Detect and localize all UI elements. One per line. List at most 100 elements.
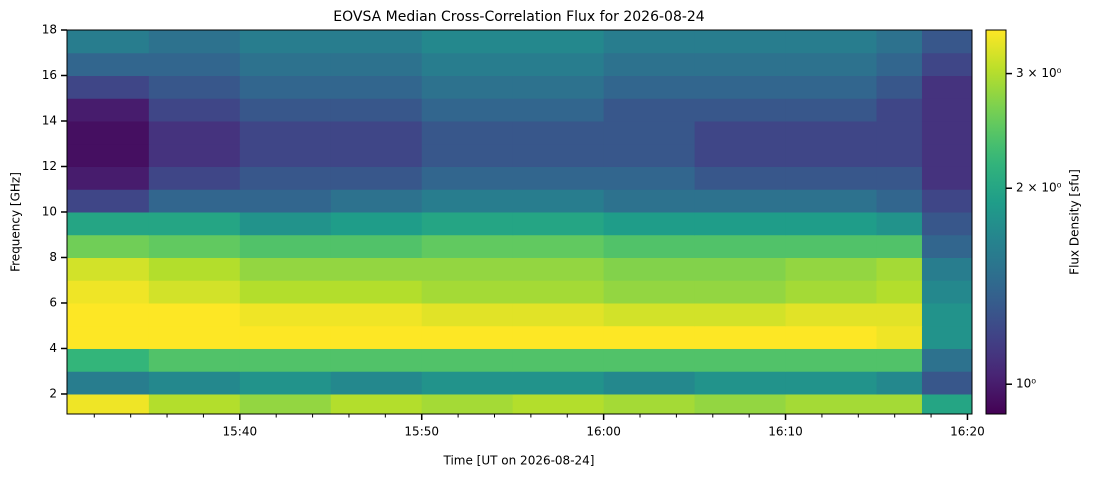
heatmap-cell — [603, 280, 696, 304]
heatmap-cell — [785, 325, 877, 349]
heatmap-cell — [239, 257, 332, 281]
y-tick-label: 12 — [42, 159, 57, 173]
x-tick-label: 16:10 — [768, 425, 803, 439]
heatmap-cell — [239, 393, 332, 415]
heatmap-cell — [603, 189, 696, 213]
x-tick-label: 15:50 — [404, 425, 439, 439]
heatmap-cell — [876, 211, 923, 236]
heatmap-cell — [603, 257, 696, 281]
heatmap-cell — [694, 120, 787, 145]
heatmap-cell — [603, 302, 696, 327]
colorbar-tick-label: 10⁰ — [1016, 377, 1036, 391]
colorbar-tick-label: 3 × 10⁰ — [1016, 66, 1062, 80]
heatmap-cell — [603, 52, 696, 76]
heatmap-cell — [785, 120, 877, 145]
heatmap-cell — [239, 280, 332, 304]
heatmap-cell — [512, 280, 605, 304]
heatmap-cell — [921, 257, 973, 281]
heatmap-cell — [148, 257, 241, 281]
heatmap-cell — [239, 98, 332, 122]
heatmap-cell — [921, 302, 973, 327]
heatmap-cell — [694, 98, 787, 122]
heatmap-cell — [694, 52, 787, 76]
heatmap-cell — [921, 325, 973, 349]
heatmap-cell — [239, 211, 332, 236]
heatmap-cell — [239, 166, 332, 190]
heatmap-cell — [921, 348, 973, 372]
heatmap-cell — [694, 189, 787, 213]
heatmap-cell — [330, 371, 423, 395]
heatmap-cell — [694, 302, 787, 327]
heatmap-cell — [148, 30, 241, 54]
heatmap-cell — [785, 302, 877, 327]
heatmap-cell — [603, 234, 696, 258]
heatmap-cell — [512, 189, 605, 213]
heatmap-cell — [67, 52, 150, 76]
heatmap-cell — [876, 348, 923, 372]
heatmap-cell — [785, 211, 877, 236]
heatmap-cell — [876, 120, 923, 145]
heatmap-cell — [67, 280, 150, 304]
heatmap-cell — [239, 30, 332, 54]
heatmap-cell — [67, 371, 150, 395]
heatmap-cell — [148, 371, 241, 395]
heatmap-cell — [330, 234, 423, 258]
y-tick-label: 2 — [49, 386, 57, 400]
heatmap-cell — [67, 166, 150, 190]
heatmap-cell — [785, 257, 877, 281]
heatmap-cell — [876, 325, 923, 349]
heatmap-cell — [876, 234, 923, 258]
heatmap-cell — [67, 393, 150, 415]
heatmap-cell — [694, 143, 787, 167]
heatmap-cell — [603, 30, 696, 54]
heatmap-cell — [421, 75, 514, 99]
heatmap-cell — [603, 371, 696, 395]
heatmap-cell — [148, 348, 241, 372]
heatmap-cell — [148, 75, 241, 99]
heatmap-cell — [330, 30, 423, 54]
heatmap-cell — [67, 302, 150, 327]
heatmap-cell — [603, 166, 696, 190]
heatmap-cell — [512, 211, 605, 236]
heatmap-cell — [921, 393, 973, 415]
heatmap-cell — [148, 166, 241, 190]
heatmap-cell — [421, 348, 514, 372]
heatmap-cell — [512, 371, 605, 395]
heatmap-cell — [512, 302, 605, 327]
heatmap-cell — [512, 257, 605, 281]
heatmap-cell — [694, 393, 787, 415]
heatmap-cell — [876, 143, 923, 167]
heatmap-cell — [876, 280, 923, 304]
heatmap-cell — [330, 98, 423, 122]
heatmap-cell — [876, 30, 923, 54]
heatmap-cell — [67, 325, 150, 349]
heatmap-cell — [603, 348, 696, 372]
heatmap-cell — [67, 98, 150, 122]
heatmap-cell — [921, 120, 973, 145]
heatmap-cell — [330, 143, 423, 167]
heatmap-cell — [694, 371, 787, 395]
heatmap-cell — [330, 211, 423, 236]
heatmap-cell — [512, 98, 605, 122]
heatmap-cell — [239, 325, 332, 349]
heatmap-cell — [421, 371, 514, 395]
heatmap-cell — [512, 234, 605, 258]
heatmap-cell — [921, 280, 973, 304]
heatmap-cell — [330, 166, 423, 190]
heatmap-cell — [421, 280, 514, 304]
heatmap-cell — [694, 257, 787, 281]
heatmap-cell — [921, 371, 973, 395]
heatmap-cell — [921, 234, 973, 258]
heatmap-cell — [921, 189, 973, 213]
heatmap-cell — [330, 348, 423, 372]
colorbar-label: Flux Density [sfu] — [1068, 169, 1082, 275]
heatmap-cell — [239, 371, 332, 395]
x-tick-label: 15:40 — [223, 425, 258, 439]
heatmap-cell — [603, 325, 696, 349]
heatmap-cell — [67, 189, 150, 213]
heatmap-cell — [512, 325, 605, 349]
heatmap-cell — [785, 393, 877, 415]
heatmap-cell — [67, 211, 150, 236]
y-tick-label: 10 — [42, 204, 57, 218]
heatmap-cell — [330, 120, 423, 145]
